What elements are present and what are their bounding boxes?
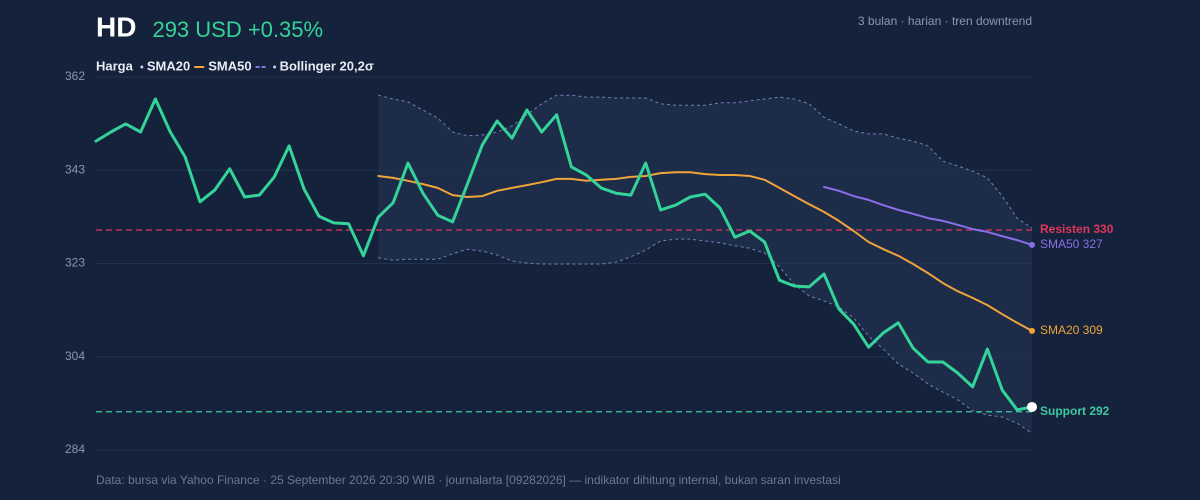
legend: Harga SMA20 SMA50 Bollinger 20,2σ	[96, 58, 374, 73]
reference-label: Support 292	[1040, 404, 1110, 418]
band-upper	[378, 94, 1033, 229]
price-label: 293 USD +0.35%	[152, 17, 323, 42]
series-line	[377, 171, 1033, 332]
line-layer: Resisten 330 Support 292 SMA50 327 SMA20 30…	[94, 94, 1114, 434]
end-label: SMA20 309	[1040, 323, 1103, 337]
legend-separator	[140, 65, 144, 69]
grid-layer: 284 304 323 343 362	[65, 69, 1032, 456]
subtitle: 3 bulan · harian · tren downtrend	[858, 14, 1032, 28]
chart-title: HD	[96, 11, 136, 42]
reference-label: Resisten 330	[1040, 222, 1114, 236]
series-line	[823, 186, 1033, 246]
y-tick-label: 362	[65, 69, 85, 83]
end-marker	[1029, 241, 1035, 248]
band-fill	[378, 95, 1032, 434]
legend-label: SMA20	[147, 58, 190, 73]
legend-label: Bollinger 20,2σ	[280, 58, 374, 73]
end-marker	[1027, 401, 1037, 412]
y-tick-label: 284	[65, 442, 85, 456]
end-marker	[1029, 327, 1035, 334]
end-label: SMA50 327	[1040, 237, 1103, 251]
y-tick-label: 343	[65, 162, 85, 176]
y-tick-label: 304	[65, 349, 85, 363]
footer: Data: bursa via Yahoo Finance · 25 Septe…	[96, 473, 841, 487]
legend-label: Harga	[96, 58, 134, 73]
band-layer	[378, 95, 1032, 434]
band-lower	[378, 238, 1033, 434]
legend-label: SMA50	[208, 58, 251, 73]
legend-separator	[273, 65, 277, 69]
y-tick-label: 323	[65, 256, 85, 270]
series-line	[94, 97, 1034, 412]
